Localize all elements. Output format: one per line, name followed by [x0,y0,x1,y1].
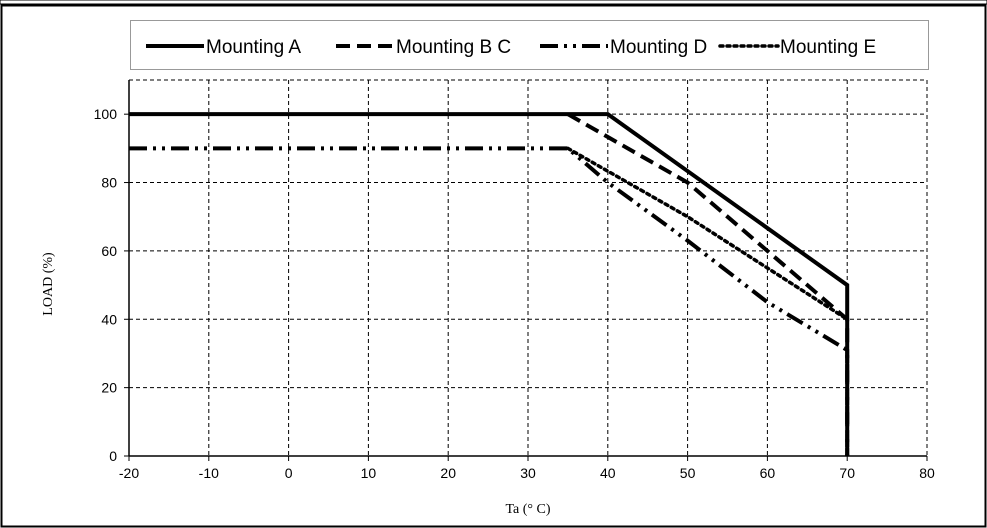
y-tick-label: 60 [101,243,117,259]
x-tick-label: 60 [760,465,776,481]
x-tick-label: -20 [119,465,139,481]
legend-box [130,20,929,70]
tick-labels: -20 -10 0 10 20 30 40 50 60 70 80 0 20 40 60 80 100 [94,106,935,481]
x-axis-label: Ta (° C) [505,502,550,517]
legend-label-3: Mounting D [610,37,707,58]
y-tick-label: 40 [101,311,117,327]
series-line-3 [129,146,850,456]
x-tick-label: 30 [520,465,536,481]
axes [124,80,928,461]
legend-label-2: Mounting B C [396,37,511,58]
legend: Mounting A Mounting B C Mounting D Mounting… [146,37,876,58]
legend-label-4: Mounting E [780,37,876,58]
x-tick-label: 20 [440,465,456,481]
legend-label-1: Mounting A [206,37,301,58]
x-tick-label: 40 [600,465,616,481]
y-tick-label: 20 [101,380,117,396]
series-group [129,112,850,456]
x-tick-label: 0 [285,465,293,481]
x-tick-label: -10 [199,465,219,481]
y-axis-label: LOAD (%) [41,252,56,316]
top-table-line [0,0,987,5]
y-tick-label: 0 [109,448,117,464]
y-tick-label: 100 [94,106,118,122]
x-tick-label: 50 [680,465,696,481]
chart-border [0,4,987,528]
x-tick-label: 70 [839,465,855,481]
series-line-4 [566,146,849,322]
series-line-2 [566,112,850,456]
x-tick-label: 80 [919,465,935,481]
x-tick-label: 10 [361,465,377,481]
y-tick-label: 80 [101,175,117,191]
